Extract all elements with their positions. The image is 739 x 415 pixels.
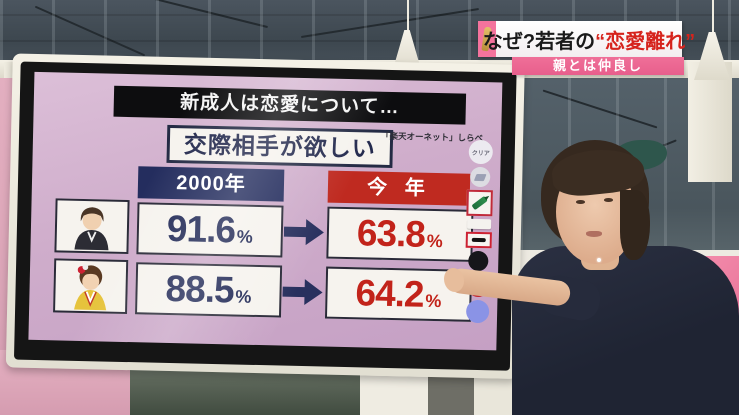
presenter-hair-side [620,190,650,260]
headline-text-area: なぜ?若者の “恋愛離れ” [483,21,695,57]
right-arrow-icon [282,279,323,306]
new-adult-man-icon [54,198,130,255]
black-ink-button[interactable] [468,250,489,272]
column-header-2000: 2000年 [137,166,285,202]
clear-button[interactable]: クリア [468,139,494,165]
percent-unit: % [236,226,254,247]
value-women-2000: 88.5 % [135,262,283,318]
tree-branch [300,7,480,39]
percent-unit: % [426,230,444,251]
touchscreen-monitor: 新成人は恋愛について… 交際相手が欲しい 「楽天オーネット」しらべ 2000年 … [5,53,525,379]
value-men-2000: 91.6 % [136,202,284,258]
value-number: 88.5 [165,267,235,311]
presenter-necklace [597,258,601,262]
presenter-mouth [586,231,602,237]
board-title: 新成人は恋愛について… [113,85,467,125]
blue-ink-button[interactable] [465,299,489,324]
green-pen-icon [471,195,488,211]
headline-red: “恋愛離れ” [595,30,696,53]
value-number: 91.6 [166,207,236,251]
arrow-women [281,266,324,319]
line-width-icon [471,237,486,243]
value-number: 63.8 [356,212,426,255]
new-adult-woman-icon [53,258,129,315]
tree-branch [542,89,658,129]
presenter-eye [604,198,613,202]
tree-branch [34,5,146,57]
headline-banner: なぜ?若者の “恋愛離れ” [478,21,695,57]
eraser-button[interactable] [469,166,491,188]
percent-unit: % [235,286,252,307]
question-headline: 交際相手が欲しい [166,124,394,169]
column-header-now: 今 年 [327,170,471,206]
presenter-body [512,246,739,415]
man-illustration [74,207,109,251]
value-men-now: 63.8 % [326,206,474,262]
percent-unit: % [425,290,442,311]
line-width-swatch[interactable] [465,231,492,249]
woman-illustration [74,264,107,311]
window-pillar [688,62,732,182]
pen-tool-selected[interactable] [466,189,493,217]
presenter-hand [444,268,464,292]
presenter-eye [576,200,585,204]
lamp-cord [712,0,714,34]
white-swatch[interactable] [467,218,492,230]
monitor-screen[interactable]: 新成人は恋愛について… 交際相手が欲しい 「楽天オーネット」しらべ 2000年 … [28,71,503,351]
right-arrow-icon [283,219,324,246]
subheadline-banner: 親とは仲良し [512,57,684,75]
value-number: 64.2 [355,272,425,315]
arrow-men [282,206,325,259]
lamp-cord [407,0,409,32]
tree-branch [121,0,269,29]
headline-black: なぜ?若者の [482,30,596,53]
eraser-icon [473,173,487,181]
